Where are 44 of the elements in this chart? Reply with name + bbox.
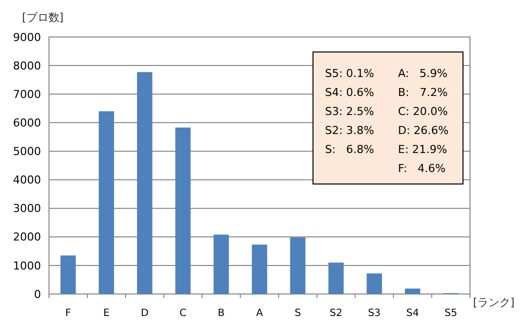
annotation: S2: 3.8% [325,124,374,137]
y-tick-label: 1000 [13,259,41,272]
annotation: C: 20.0% [398,105,448,118]
x-tick-label: S5 [444,308,458,319]
x-tick-label: S3 [368,308,381,319]
bar [60,255,76,294]
y-tick-label: 2000 [13,230,41,244]
x-tick-label: D [140,308,149,319]
annotation: E: 21.9% [398,143,448,156]
bar [98,111,114,294]
annotation: S3: 2.5% [325,105,374,118]
y-tick-label: 7000 [13,88,41,101]
annotation: D: 26.6% [398,124,449,137]
x-tick-label: E [103,308,110,319]
y-tick-label: 5000 [13,145,41,158]
x-tick-label: S4 [406,308,419,319]
annotation: F: 4.6% [398,162,446,175]
y-tick-label: 6000 [13,116,41,130]
bar [137,72,152,294]
y-tick-label: 8000 [13,59,41,72]
bar [175,128,191,294]
x-tick-label: S2 [330,308,342,319]
y-tick-label: 0 [34,288,41,301]
bar [328,262,344,294]
x-tick-label: F [65,308,72,319]
bar [404,288,420,294]
y-tick-label: 4000 [13,174,41,187]
y-tick-label: 9000 [13,30,41,44]
x-tick-label: B [218,308,225,319]
annotation: A: 5.9% [398,67,448,80]
bar [252,244,268,294]
x-tick-label: C [179,308,186,319]
x-tick-label: S [294,308,301,319]
y-tick-label: 3000 [13,202,41,216]
annotation: S4: 0.6% [325,86,374,99]
annotation: S: 6.8% [325,143,374,156]
bar [366,273,382,294]
bar [290,237,306,294]
annotation: S5: 0.1% [325,67,374,80]
annotation: B: 7.2% [398,86,448,99]
y-axis-title: [ブロ数] [22,11,64,24]
bar [214,234,229,294]
x-axis-title: [ランク] [473,296,515,309]
x-tick-label: A [256,308,264,319]
